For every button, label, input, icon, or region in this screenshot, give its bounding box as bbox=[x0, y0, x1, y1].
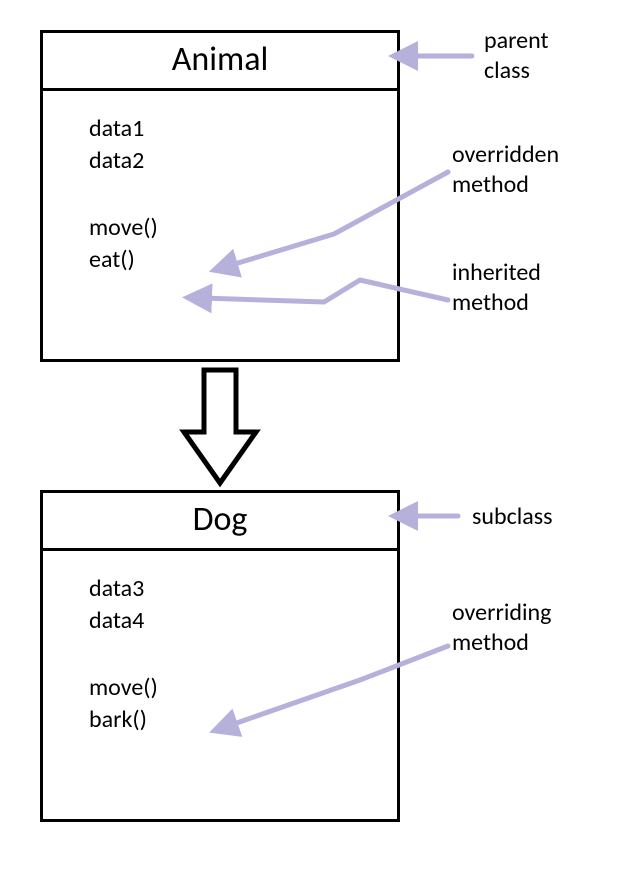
annotation-overridden-method-line-1: method bbox=[452, 170, 559, 200]
annotation-overridden-method-line-0: overridden bbox=[452, 140, 559, 170]
annotation-overridden-method: overridden method bbox=[452, 140, 559, 200]
child-method-0: move() bbox=[89, 672, 397, 704]
child-class-body: data3 data4 move() bark() bbox=[43, 551, 397, 759]
annotation-parent-class: parent class bbox=[484, 26, 549, 86]
annotation-overriding-method: overriding method bbox=[452, 598, 551, 658]
annotation-inherited-method: inherited method bbox=[452, 258, 541, 318]
parent-method-1: eat() bbox=[89, 244, 397, 276]
parent-field-0: data1 bbox=[89, 113, 397, 145]
annotation-parent-class-line-1: class bbox=[484, 56, 549, 86]
parent-method-0: move() bbox=[89, 212, 397, 244]
parent-class-body: data1 data2 move() eat() bbox=[43, 91, 397, 299]
child-field-0: data3 bbox=[89, 573, 397, 605]
annotation-inherited-method-line-1: method bbox=[452, 288, 541, 318]
parent-field-1: data2 bbox=[89, 145, 397, 177]
annotation-overriding-method-line-0: overriding bbox=[452, 598, 551, 628]
child-class-title: Dog bbox=[43, 493, 397, 551]
child-class-box: Dog data3 data4 move() bark() bbox=[40, 490, 400, 822]
parent-class-box: Animal data1 data2 move() eat() bbox=[40, 30, 400, 362]
parent-class-title: Animal bbox=[43, 33, 397, 91]
annotation-inherited-method-line-0: inherited bbox=[452, 258, 541, 288]
child-method-1: bark() bbox=[89, 704, 397, 736]
child-field-1: data4 bbox=[89, 605, 397, 637]
inheritance-arrow-icon bbox=[184, 370, 256, 483]
annotation-parent-class-line-0: parent bbox=[484, 26, 549, 56]
annotation-subclass-line-0: subclass bbox=[472, 502, 553, 532]
annotation-subclass: subclass bbox=[472, 502, 553, 532]
annotation-overriding-method-line-1: method bbox=[452, 628, 551, 658]
